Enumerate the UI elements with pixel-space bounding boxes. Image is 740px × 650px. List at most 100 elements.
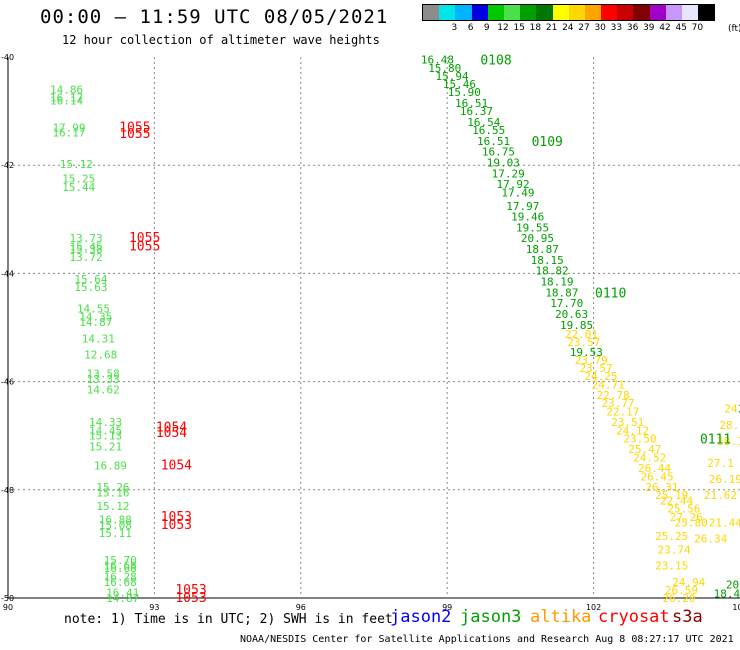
wave-height-label: 14.33	[89, 416, 122, 429]
wave-height-label: 13.73	[70, 232, 103, 245]
legend-tick-label: 15	[513, 23, 525, 33]
legend-tick-label: 9	[483, 23, 490, 33]
legend-swatch	[552, 5, 569, 20]
wave-height-label: 16.55	[472, 124, 505, 137]
wave-height-label: 22.78	[597, 389, 630, 402]
wave-height-label: 14.35	[79, 311, 112, 324]
wave-height-label: 20.74	[726, 578, 740, 591]
wave-height-label: 26.34	[694, 532, 727, 545]
wave-height-label: 17.99	[52, 121, 85, 134]
wave-height-label: 21.44	[709, 516, 740, 529]
wave-height-label: 15.13	[89, 430, 122, 443]
wave-height-label: 15.70	[104, 554, 137, 567]
legend-swatch	[455, 5, 472, 20]
wave-height-label: 26.19	[709, 473, 740, 486]
wave-height-label: 26.31	[645, 481, 678, 494]
wave-height-label: 14.86	[50, 83, 83, 96]
footer-credit: NOAA/NESDIS Center for Satellite Applica…	[240, 634, 734, 645]
pass-time-label: 1055	[119, 120, 150, 135]
wave-height-label: 25.47	[628, 443, 661, 456]
wave-height-label: 22.05	[738, 403, 740, 416]
wave-height-label: 16.89	[94, 459, 127, 472]
wave-height-label: 19.03	[487, 156, 520, 169]
legend-swatch	[633, 5, 650, 20]
satellite-legend-jason3: jason3	[460, 607, 522, 627]
series-cryosat: 1055105510551055105410541054105310531053…	[119, 120, 206, 606]
wave-height-label: 14.62	[87, 384, 120, 397]
wave-height-label: 20.95	[521, 232, 554, 245]
legend-swatch	[536, 5, 553, 20]
wave-height-label: 24.71	[592, 378, 625, 391]
wave-height-label: 15.90	[448, 86, 481, 99]
wave-height-label: 23.74	[658, 543, 691, 556]
wave-height-label: 14.55	[77, 303, 110, 316]
wave-height-label: 15.44	[62, 181, 95, 194]
wave-height-label: 16.68	[104, 560, 137, 573]
series-altika: 22.0123.5723.7923.5724.2524.7122.7823.77…	[565, 328, 740, 605]
wave-height-label: 19.85	[560, 319, 593, 332]
legend-tick-label: 6	[467, 23, 474, 33]
wave-height-label: 15.38	[70, 243, 103, 256]
legend-tick-label: 39	[643, 23, 655, 33]
wave-height-label: 13.58	[87, 367, 120, 380]
legend-tick-label: 18	[529, 23, 542, 33]
legend-tick-label: 3	[451, 23, 458, 33]
x-tick-label: 102	[586, 603, 601, 612]
wave-height-label: 19.53	[570, 346, 603, 359]
wave-height-label: 16.75	[482, 146, 515, 159]
wave-height-label: 22.44	[660, 495, 693, 508]
pass-time-label: 1054	[156, 426, 187, 441]
satellite-legend-altika: altika	[530, 607, 592, 627]
wave-height-label: 21.62	[704, 489, 737, 502]
wave-height-label: 23.79	[575, 354, 608, 367]
wave-height-label: 22.01	[565, 328, 598, 341]
wave-height-label: 15.12	[96, 500, 129, 513]
wave-height-label: 16.17	[50, 92, 83, 105]
legend-swatch	[584, 5, 602, 20]
wave-height-label: 24.94	[672, 576, 705, 589]
legend-swatch	[487, 5, 504, 20]
legend-tick-label: 36	[626, 23, 639, 33]
legend-unit: (ft)	[728, 24, 740, 34]
wave-height-label: 27.1	[707, 457, 734, 470]
wave-height-label: 16.28	[104, 570, 137, 583]
wave-height-label: 23.77	[601, 397, 634, 410]
wave-height-label: 23.50	[623, 432, 656, 445]
wave-height-label: 16.68	[104, 576, 137, 589]
satellite-legend-s3a: s3a	[672, 607, 703, 627]
wave-height-label: 25.80	[675, 516, 708, 529]
pass-time-label: 1055	[119, 127, 150, 142]
pass-time-label: 1053	[161, 510, 192, 525]
legend-swatch	[423, 5, 440, 20]
pass-time-label: 1054	[156, 421, 187, 436]
wave-height-label: 19.55	[516, 221, 549, 234]
pass-time-label: 0109	[532, 135, 563, 150]
wave-height-label: 16.51	[455, 97, 488, 110]
x-tick-label: 93	[149, 603, 159, 612]
wave-height-label: 19.46	[511, 211, 544, 224]
wave-height-label: 15.26	[96, 481, 129, 494]
legend-labels: 3 6 9 12 15 18 21 24 27 30 33 36 39 42 45 70	[422, 21, 715, 35]
page-subtitle: 12 hour collection of altimeter wave hei…	[62, 33, 380, 47]
wave-height-label: 27.26	[670, 511, 703, 524]
wave-height-label: 26.20	[662, 592, 695, 605]
wave-height-label: 16.14	[50, 94, 83, 107]
x-tick-label: 90	[3, 603, 13, 612]
legend-swatch	[503, 5, 521, 20]
legend-tick-label: 27	[578, 23, 590, 33]
wave-height-label: 23.51	[611, 416, 644, 429]
wave-height-label: 15.80	[428, 62, 461, 75]
wave-height-label: 12.68	[84, 349, 117, 362]
legend-swatch	[601, 5, 618, 20]
wave-height-label: 24.25	[584, 370, 617, 383]
pass-time-label: 1055	[129, 231, 160, 246]
wave-height-label: 26.45	[640, 470, 673, 483]
wave-height-label: 16.88	[99, 514, 132, 527]
page-title: 00:00 – 11:59 UTC 08/05/2021	[40, 6, 389, 28]
legend-swatch	[649, 5, 666, 20]
wave-height-label: 16.37	[460, 105, 493, 118]
wave-height-label: 15.11	[99, 527, 132, 540]
legend-color-bar	[422, 4, 716, 21]
